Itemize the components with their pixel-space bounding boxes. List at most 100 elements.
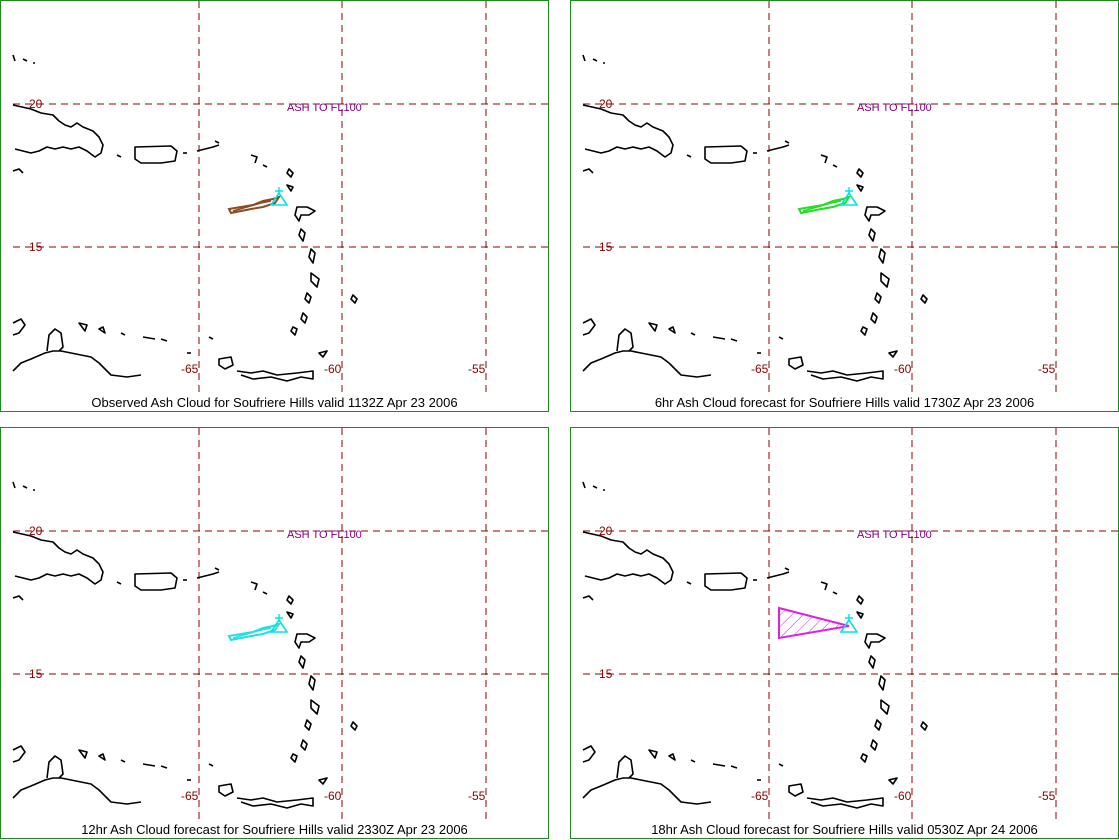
- coastline: [832, 164, 838, 168]
- coastline: [208, 336, 214, 340]
- coastline: [880, 272, 890, 288]
- coastline: [806, 370, 884, 382]
- coastline: [856, 168, 864, 178]
- longitude-label: -55: [1038, 789, 1056, 803]
- coastline: [582, 481, 605, 491]
- coastline: [12, 777, 142, 805]
- volcano-marker-icon: [269, 191, 289, 206]
- panel-caption: 12hr Ash Cloud forecast for Soufriere Hi…: [81, 822, 468, 837]
- coastline: [116, 581, 122, 585]
- volcano-marker-icon: [839, 618, 859, 633]
- panel-caption: 6hr Ash Cloud forecast for Soufriere Hil…: [654, 395, 1035, 410]
- coastline: [860, 326, 868, 336]
- coastline: [286, 611, 294, 619]
- coastline: [250, 581, 258, 591]
- longitude-label: -55: [468, 789, 486, 803]
- coastline: [784, 567, 790, 571]
- coastline: [730, 338, 738, 342]
- coastline: [686, 154, 692, 158]
- ash-cloud-forecast-area: [778, 606, 850, 640]
- coastline: [142, 763, 156, 767]
- map-canvas: 20 15 -65 -60 -55 ASH TO FL100: [582, 1, 1119, 393]
- coastline: [582, 318, 596, 336]
- coastline: [12, 481, 35, 491]
- coastline: [286, 184, 294, 192]
- coastline: [12, 54, 35, 64]
- coastline: [582, 54, 605, 64]
- ash-cloud-plume-edge: [802, 200, 842, 212]
- ash-cloud-plume-edge: [232, 627, 272, 639]
- longitude-label: -65: [181, 362, 199, 376]
- coastline: [868, 655, 876, 669]
- coastline: [582, 531, 674, 585]
- coastline: [142, 336, 156, 340]
- coastline: [160, 765, 168, 769]
- latitude-label: 20: [599, 97, 613, 111]
- coastline: [874, 719, 882, 731]
- coastline: [160, 338, 168, 342]
- ash-level-label: ASH TO FL100: [857, 102, 932, 114]
- coastline: [286, 168, 294, 178]
- longitude-label: -65: [751, 789, 769, 803]
- coastline: [12, 168, 24, 174]
- coastline: [116, 154, 122, 158]
- longitude-label: -60: [324, 362, 342, 376]
- coastline: [616, 755, 634, 779]
- latitude-label: 15: [29, 240, 43, 254]
- coastline: [208, 763, 214, 767]
- coastline: [98, 326, 106, 334]
- ash-level-label: ASH TO FL100: [287, 102, 362, 114]
- coastline: [784, 140, 790, 144]
- coastline: [870, 312, 878, 324]
- volcano-symbol-icon: [845, 614, 853, 622]
- coastline: [308, 675, 316, 691]
- volcano-marker-icon: [269, 618, 289, 633]
- volcano-symbol-icon: [275, 614, 283, 622]
- volcano-symbol-icon: [275, 187, 283, 195]
- coastline: [668, 326, 676, 334]
- coastline: [704, 572, 748, 591]
- longitude-label: -60: [324, 789, 342, 803]
- coastline: [856, 595, 864, 605]
- coastline: [214, 140, 220, 144]
- latitude-label: 15: [599, 240, 613, 254]
- coastline: [46, 328, 64, 352]
- coastline: [856, 611, 864, 619]
- coastline: [888, 777, 898, 785]
- latitude-label: 20: [29, 524, 43, 538]
- coastline: [196, 571, 220, 579]
- longitude-label: -60: [894, 362, 912, 376]
- coastline: [878, 675, 886, 691]
- coastline: [310, 272, 320, 288]
- coastline: [286, 595, 294, 605]
- coastline: [712, 336, 726, 340]
- map-panel-observed: 20 15 -65 -60 -55 ASH TO FL100 Observed Ash C…: [0, 0, 550, 412]
- coastline: [820, 581, 828, 591]
- coastline: [350, 294, 358, 304]
- coastline: [98, 753, 106, 761]
- coastline: [874, 292, 882, 304]
- coastline: [690, 759, 696, 763]
- coastline: [820, 154, 828, 164]
- volcano-symbol-icon: [845, 187, 853, 195]
- panel-caption: 18hr Ash Cloud forecast for Soufriere Hi…: [651, 822, 1038, 837]
- coastline: [712, 763, 726, 767]
- coastline: [12, 745, 26, 763]
- coastline: [860, 753, 868, 763]
- coastline: [310, 699, 320, 715]
- coastline: [304, 719, 312, 731]
- coastline: [648, 749, 658, 759]
- coastline: [290, 753, 298, 763]
- coastline: [582, 595, 594, 601]
- coastline: [690, 332, 696, 336]
- longitude-label: -60: [894, 789, 912, 803]
- ash-level-label: ASH TO FL100: [287, 529, 362, 541]
- coastline: [12, 531, 104, 585]
- coastline: [686, 581, 692, 585]
- coastline: [888, 350, 898, 358]
- coastline: [582, 745, 596, 763]
- coastline: [236, 370, 314, 382]
- coastline: [78, 322, 88, 332]
- coastline: [856, 184, 864, 192]
- coastline: [196, 144, 220, 152]
